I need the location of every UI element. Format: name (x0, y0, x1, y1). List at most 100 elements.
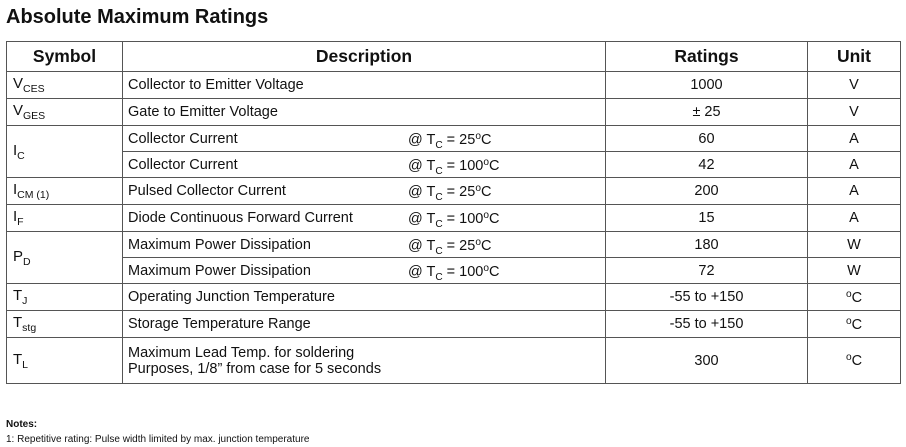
description: Collector Current (128, 130, 238, 147)
description-cell: Gate to Emitter Voltage (122, 98, 606, 126)
rating: ± 25 (605, 98, 808, 126)
condition-value: = 100 (442, 211, 484, 227)
description-cell: Diode Continuous Forward Current @ TC = 1… (122, 204, 606, 232)
unit-cell: V (807, 71, 901, 99)
description: Collector Current (128, 156, 238, 173)
symbol-cell: IC (6, 125, 123, 178)
description: Maximum Power Dissipation (128, 262, 311, 279)
symbol: T (13, 350, 23, 368)
condition: @ TC = 100oC (408, 210, 500, 230)
rating: -55 to +150 (605, 310, 808, 338)
condition: @ TC = 25oC (408, 183, 491, 203)
description-cell: Collector Current @ TC = 25oC (122, 125, 606, 152)
description: Storage Temperature Range (128, 316, 311, 332)
symbol-subscript: C (17, 149, 25, 162)
condition-unit: C (480, 184, 492, 200)
symbol-cell: IF (6, 204, 123, 232)
rating: 300 (605, 337, 808, 384)
symbol: P (13, 247, 24, 265)
condition: @ TC = 25oC (408, 131, 491, 151)
rating: 72 (605, 257, 808, 284)
symbol-cell: VCES (6, 71, 123, 99)
condition-degree: o (483, 210, 490, 221)
symbol-cell: ICM (1) (6, 177, 123, 205)
symbol-cell: Tstg (6, 310, 123, 338)
symbol-cell: TJ (6, 283, 123, 311)
unit-cell: A (807, 204, 901, 232)
symbol-subscript: D (23, 255, 31, 268)
condition-value: = 25 (442, 237, 476, 254)
description: Pulsed Collector Current (128, 183, 286, 199)
condition-prefix: @ T (408, 131, 436, 148)
table-row: TJ Operating Junction Temperature -55 to +… (6, 283, 901, 311)
unit-degree: o (845, 352, 852, 363)
rating: 15 (605, 204, 808, 232)
condition-unit: C (489, 211, 500, 227)
ratings-table: Symbol Description Ratings Unit VCES Collect… (6, 41, 901, 384)
table-row: Collector Current @ TC = 100oC 42 A (7, 151, 901, 178)
condition-unit: C (489, 157, 500, 174)
unit-cell: A (807, 125, 901, 152)
symbol-subscript: GES (23, 110, 46, 122)
description-cell: Operating Junction Temperature (122, 283, 606, 311)
symbol: V (13, 75, 24, 92)
condition-degree: o (475, 130, 481, 142)
description-cell: Maximum Lead Temp. for soldering Purposes… (122, 337, 606, 384)
table-row: VGES Gate to Emitter Voltage ± 25 V (6, 98, 901, 126)
symbol-cell: VGES (6, 98, 123, 126)
description: Gate to Emitter Voltage (128, 104, 278, 120)
description: Maximum Lead Temp. for soldering (128, 344, 355, 361)
table-row: VCES Collector to Emitter Voltage 1000 V (6, 71, 901, 99)
condition-value: = 100 (442, 157, 484, 174)
description-cell: Maximum Power Dissipation @ TC = 100oC (122, 257, 606, 284)
symbol: I (13, 208, 18, 225)
description: Maximum Power Dissipation (128, 236, 311, 253)
symbol-cell: TL (6, 337, 123, 384)
symbol-subscript: J (22, 295, 28, 307)
rating: 200 (605, 177, 808, 205)
unit: A (849, 156, 859, 173)
notes: Notes: 1: Repetitive rating: Pulse width… (6, 417, 309, 447)
column-header: Ratings (605, 41, 808, 72)
unit-cell: W (807, 257, 901, 284)
condition-prefix: @ T (408, 237, 436, 254)
condition-value: = 25 (442, 131, 476, 148)
table-row: Maximum Power Dissipation @ TC = 100oC 72 W (7, 257, 901, 284)
unit-cell: V (807, 98, 901, 126)
table-row: IF Diode Continuous Forward Current @ TC =… (6, 204, 901, 232)
condition: @ TC = 100oC (408, 263, 500, 283)
unit: V (849, 77, 859, 93)
rating: 42 (605, 151, 808, 178)
condition-prefix: @ T (408, 263, 436, 280)
table-row: Tstg Storage Temperature Range -55 to +150… (6, 310, 901, 338)
description: Diode Continuous Forward Current (128, 210, 353, 226)
unit-cell: oC (807, 310, 901, 338)
condition-value: = 100 (442, 263, 484, 280)
condition-subscript: C (435, 219, 443, 230)
condition-degree: o (483, 156, 490, 168)
condition-subscript: C (435, 271, 443, 283)
symbol-subscript: stg (22, 322, 37, 334)
table-row: ICM (1) Pulsed Collector Current @ TC = 25… (6, 177, 901, 205)
condition-degree: o (475, 183, 481, 194)
symbol: T (13, 287, 23, 304)
unit-degree: o (845, 315, 852, 327)
symbol-subscript: L (22, 358, 29, 371)
description: Collector to Emitter Voltage (128, 77, 304, 93)
unit-cell: A (807, 177, 901, 205)
table-row: IC Collector Current @ TC = 25oC 60 A (6, 125, 901, 178)
condition-subscript: C (435, 139, 443, 151)
unit: C (851, 289, 863, 306)
unit: A (849, 183, 859, 199)
description-cell: Maximum Power Dissipation @ TC = 25oC (122, 231, 606, 258)
unit-cell: W (807, 231, 901, 258)
rating: 180 (605, 231, 808, 258)
title: Absolute Maximum Ratings (6, 6, 269, 28)
rating: 60 (605, 125, 808, 152)
condition-prefix: @ T (408, 157, 436, 174)
condition-value: = 25 (442, 184, 476, 200)
symbol: I (13, 181, 18, 198)
unit-cell: A (807, 151, 901, 178)
condition: @ TC = 100oC (408, 157, 500, 177)
